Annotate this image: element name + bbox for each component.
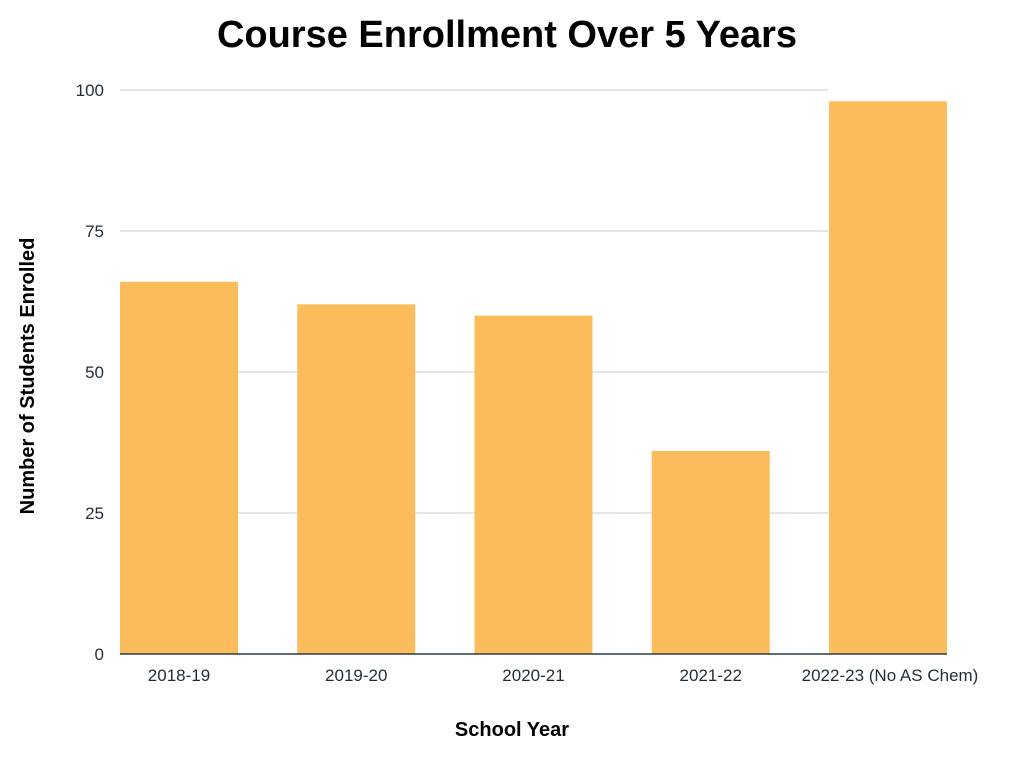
bar (120, 281, 238, 654)
y-tick-label: 25 (85, 504, 104, 523)
x-tick-label: 2018-19 (148, 666, 210, 685)
bars (120, 101, 947, 654)
bar (297, 304, 416, 654)
y-tick-label: 0 (95, 645, 104, 664)
x-tick-label: 2022-23 (No AS Chem) (802, 666, 979, 685)
x-tick-label: 2020-21 (502, 666, 564, 685)
bar (651, 450, 770, 654)
bar (474, 315, 593, 654)
axes: 0 25 50 75 100 2018-19 2019-20 2020-21 2021-22 20… (76, 81, 979, 685)
x-axis-title: School Year (455, 719, 569, 741)
x-tick-label: 2019-20 (325, 666, 387, 685)
y-axis-title: Number of Students Enrolled (17, 238, 39, 515)
y-tick-label: 50 (85, 363, 104, 382)
x-tick-label: 2021-22 (680, 666, 742, 685)
chart-title: Course Enrollment Over 5 Years (216, 14, 798, 56)
y-tick-label: 75 (85, 222, 104, 241)
y-tick-label: 100 (76, 81, 104, 100)
bar (829, 101, 947, 654)
